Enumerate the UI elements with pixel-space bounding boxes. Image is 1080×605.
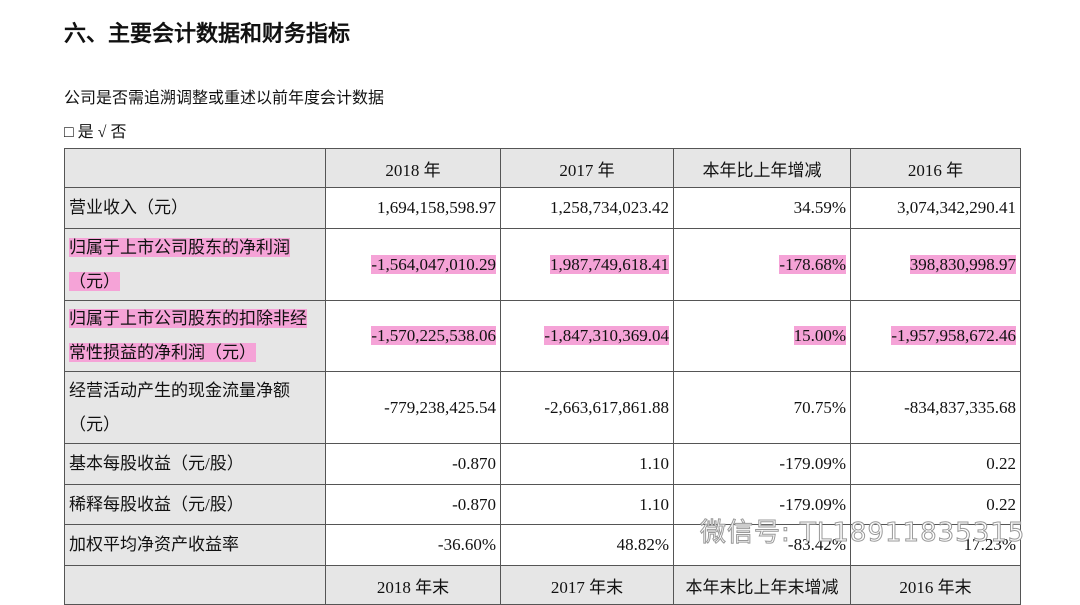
value-cell: -179.09% (673, 484, 851, 525)
cell-text: 34.59% (793, 198, 846, 217)
cell-text: 经营活动产生的现金流量净额（元） (69, 380, 290, 434)
cell-text: -0.870 (452, 494, 496, 514)
cell-text: -179.09% (779, 454, 846, 473)
data-row: 归属于上市公司股东的净利润（元） -1,564,047,010.29 1,987,7… (64, 228, 1021, 301)
cell-text: 3,074,342,290.41 (897, 198, 1016, 217)
value-cell: -2,663,617,861.88 (500, 371, 674, 444)
cell-text: 17.23% (963, 535, 1016, 554)
value-cell: 398,830,998.97 (850, 228, 1021, 301)
value-cell: 3,074,342,290.41 (850, 187, 1021, 229)
value-cell: 1.10 (500, 443, 674, 485)
value-cell: -834,837,335.68 (850, 371, 1021, 444)
cell-text: -2,663,617,861.88 (544, 397, 669, 417)
value-cell: 1.10 (500, 484, 674, 525)
cell-text: -83.42% (787, 535, 846, 554)
value-cell: -36.60% (325, 524, 501, 566)
cell-text: 15.00% (793, 326, 846, 345)
row-label: 基本每股收益（元/股） (64, 443, 326, 485)
cell-text: -0.870 (452, 454, 496, 473)
row-label: 归属于上市公司股东的扣除非经常性损益的净利润（元） (64, 300, 326, 372)
value-cell: 0.22 (850, 443, 1021, 485)
header-cell: 2017 年末 (500, 565, 674, 605)
cell-text: 1.10 (639, 454, 669, 473)
cell-text: 398,830,998.97 (909, 254, 1016, 274)
value-cell: 1,258,734,023.42 (500, 187, 674, 229)
row-label: 加权平均净资产收益率 (64, 524, 326, 566)
cell-text: 1,258,734,023.42 (550, 198, 669, 217)
value-cell: 70.75% (673, 371, 851, 444)
value-cell: -1,570,225,538.06 (325, 300, 501, 372)
header-cell: 2016 年 (850, 148, 1021, 188)
value-cell: 17.23% (850, 524, 1021, 566)
answer: □ 是 √ 否 (64, 124, 127, 141)
value-cell: -1,564,047,010.29 (325, 228, 501, 301)
value-cell: -0.870 (325, 484, 501, 525)
value-cell: -779,238,425.54 (325, 371, 501, 444)
cell-text: -834,837,335.68 (904, 397, 1016, 417)
value-cell: -1,957,958,672.46 (850, 300, 1021, 372)
question: 公司是否需追溯调整或重述以前年度会计数据 (64, 90, 385, 107)
cell-text: -179.09% (779, 494, 846, 514)
header-cell: 本年末比上年末增减 (673, 565, 851, 605)
value-cell: 15.00% (673, 300, 851, 372)
row-label: 稀释每股收益（元/股） (64, 484, 326, 525)
cell-text: 归属于上市公司股东的净利润（元） (69, 237, 290, 291)
cell-text: 70.75% (793, 397, 846, 417)
cell-text: -1,847,310,369.04 (544, 326, 669, 345)
value-cell: 1,694,158,598.97 (325, 187, 501, 229)
value-cell: -0.870 (325, 443, 501, 485)
data-row: 加权平均净资产收益率 -36.60% 48.82% -83.42% 17.23% (64, 524, 1021, 566)
header-row: 2018 年末 2017 年末 本年末比上年末增减 2016 年末 (64, 565, 1021, 605)
value-cell: 34.59% (673, 187, 851, 229)
cell-text: 0.22 (986, 494, 1016, 514)
cell-text: 加权平均净资产收益率 (69, 535, 239, 554)
data-row: 归属于上市公司股东的扣除非经常性损益的净利润（元） -1,570,225,538.… (64, 300, 1021, 372)
cell-text: -1,570,225,538.06 (371, 326, 496, 345)
header-cell (64, 565, 326, 605)
header-row: 2018 年 2017 年本年比上年增减 2016 年 (64, 148, 1021, 188)
header-cell (64, 148, 326, 188)
header-cell: 2018 年末 (325, 565, 501, 605)
header-cell: 2018 年 (325, 148, 501, 188)
watermark: 微信号: TL18911835315 (699, 518, 1026, 549)
value-cell: -178.68% (673, 228, 851, 301)
row-label: 经营活动产生的现金流量净额（元） (64, 371, 326, 444)
value-cell: -179.09% (673, 443, 851, 485)
cell-text: 1,694,158,598.97 (377, 198, 496, 217)
cell-text: 1.10 (639, 494, 669, 514)
cell-text: 0.22 (986, 454, 1016, 473)
cell-text: 基本每股收益（元/股） (69, 454, 244, 473)
cell-text: -1,957,958,672.46 (891, 326, 1016, 345)
cell-text: 归属于上市公司股东的扣除非经常性损益的净利润（元） (69, 309, 307, 362)
header-cell: 本年比上年增减 (673, 148, 851, 188)
cell-text: -779,238,425.54 (384, 397, 496, 417)
data-row: 营业收入（元） 1,694,158,598.97 1,258,734,023.42 3… (64, 187, 1021, 229)
cell-text: 1,987,749,618.41 (550, 254, 669, 274)
value-cell: 48.82% (500, 524, 674, 566)
row-label: 营业收入（元） (64, 187, 326, 229)
data-row: 稀释每股收益（元/股） -0.870 1.10 -179.09% 0.22 (64, 484, 1021, 525)
cell-text: 48.82% (616, 535, 669, 554)
page: 六、主要会计数据和财务指标 公司是否需追溯调整或重述以前年度会计数据 □ 是 √… (64, 21, 1026, 605)
cell-text: -1,564,047,010.29 (371, 254, 496, 274)
row-label: 归属于上市公司股东的净利润（元） (64, 228, 326, 301)
cell-text: -36.60% (437, 535, 496, 554)
value-cell: 1,987,749,618.41 (500, 228, 674, 301)
header-cell: 2017 年 (500, 148, 674, 188)
data-row: 经营活动产生的现金流量净额（元） -779,238,425.54 -2,663,61… (64, 371, 1021, 444)
header-cell: 2016 年末 (850, 565, 1021, 605)
financial-table: 2018 年 2017 年本年比上年增减 2016 年营业收入（元） 1,694,15… (64, 148, 1021, 605)
cell-text: -178.68% (779, 254, 846, 274)
value-cell: -1,847,310,369.04 (500, 300, 674, 372)
data-row: 基本每股收益（元/股） -0.870 1.10 -179.09% 0.22 (64, 443, 1021, 485)
cell-text: 稀释每股收益（元/股） (69, 494, 244, 514)
section-title: 六、主要会计数据和财务指标 (64, 21, 351, 46)
cell-text: 营业收入（元） (69, 198, 188, 217)
